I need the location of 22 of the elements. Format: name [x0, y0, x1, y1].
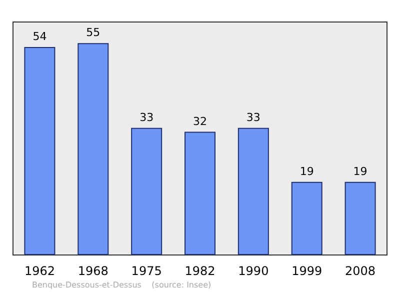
data-label: 55	[86, 26, 100, 40]
x-tick-label: 1982	[184, 264, 216, 278]
data-label: 33	[246, 110, 260, 124]
x-tick-label: 1999	[292, 264, 322, 278]
text: Benque-Dessous-et-Dessus (source: Insee)	[32, 280, 212, 290]
bar	[291, 182, 322, 255]
data-label: 19	[353, 164, 368, 178]
x-tick-label: 1962	[24, 264, 55, 278]
data-label: 19	[300, 164, 314, 178]
bar	[78, 43, 109, 255]
bar	[131, 128, 162, 255]
x-tick-label: 2008	[345, 264, 376, 278]
data-label: 32	[193, 114, 207, 128]
bar	[24, 47, 56, 255]
x-tick-label: 1968	[78, 264, 108, 278]
bar	[344, 182, 376, 255]
bar	[238, 128, 269, 255]
x-tick-label: 1975	[131, 264, 162, 278]
data-label: 33	[140, 110, 154, 124]
data-label: 54	[32, 30, 47, 44]
x-tick-label: 1990	[238, 264, 269, 278]
bar	[184, 132, 216, 255]
